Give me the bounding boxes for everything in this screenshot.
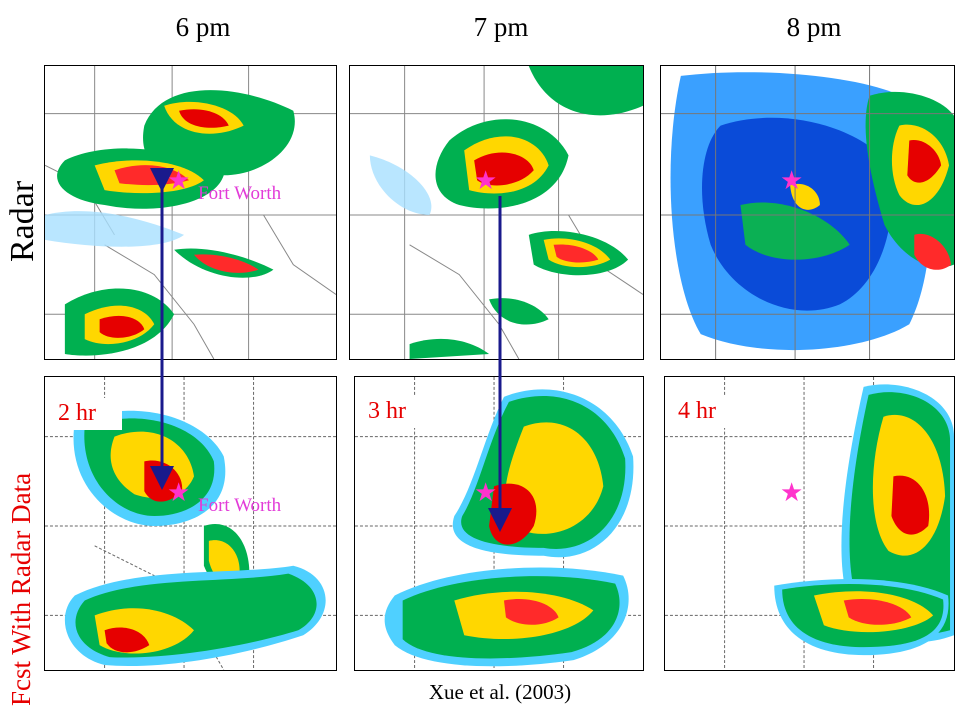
radar-panel-6pm [44, 65, 337, 360]
fort-worth-star-icon: ★ [474, 166, 498, 196]
row-label-radar: Radar [4, 180, 41, 262]
radar-map-6pm [45, 66, 336, 359]
forecast-map-3hr [355, 377, 643, 670]
city-label-forecast: Fort Worth [198, 495, 282, 516]
column-title-6pm: 6 pm [175, 12, 231, 42]
lead-label-2hr: 2 hr [52, 398, 122, 430]
column-title-7pm: 7 pm [473, 12, 529, 42]
forecast-map-4hr [665, 377, 954, 670]
fort-worth-star-icon: ★ [780, 166, 804, 196]
lead-label-3hr: 3 hr [362, 396, 432, 428]
row-label-forecast: Fcst With Radar Data [6, 472, 36, 706]
lead-label-4hr: 4 hr [672, 396, 742, 428]
fort-worth-star-icon: ★ [474, 478, 498, 508]
radar-panel-7pm [349, 65, 644, 360]
radar-panel-8pm [660, 65, 955, 360]
radar-map-8pm [661, 66, 954, 359]
fort-worth-star-icon: ★ [780, 478, 804, 508]
city-label-radar: Fort Worth [198, 183, 282, 204]
fort-worth-star-icon: ★ [167, 478, 191, 508]
fort-worth-star-icon: ★ [167, 166, 191, 196]
column-title-8pm: 8 pm [786, 12, 842, 42]
citation: Xue et al. (2003) [428, 680, 572, 704]
radar-map-7pm [350, 66, 643, 359]
